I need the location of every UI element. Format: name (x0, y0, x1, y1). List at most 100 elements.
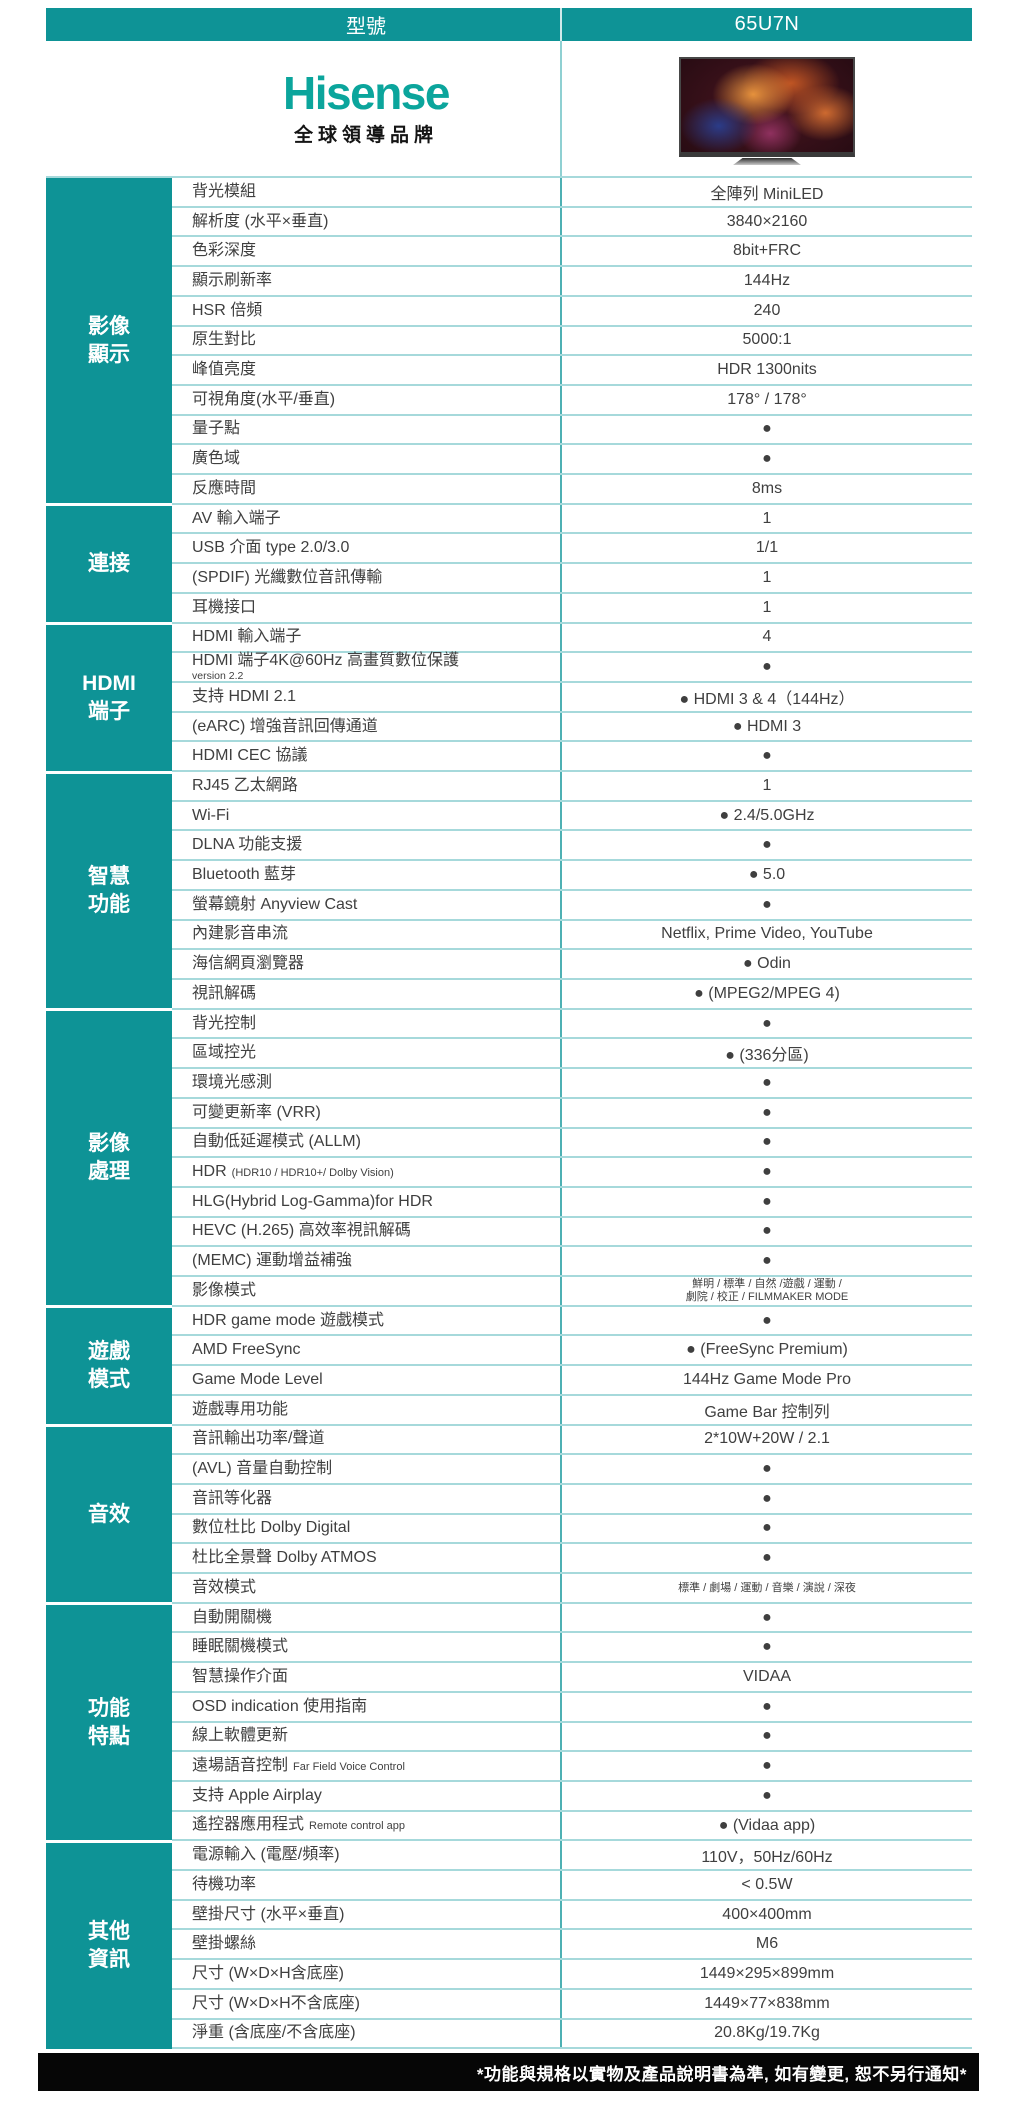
section-category-line: 其他 (88, 1920, 130, 1944)
spec-value: ● (562, 1633, 972, 1661)
spec-value-text: 400×400mm (722, 1905, 812, 1923)
spec-value: 400×400mm (562, 1901, 972, 1929)
spec-label: 原生對比 (172, 326, 562, 355)
spec-value: ● (562, 445, 972, 473)
spec-value-text: ● (762, 1638, 772, 1656)
spec-value: ● (562, 1782, 972, 1810)
spec-label-text: 音訊輸出功率/聲道 (192, 1430, 325, 1448)
spec-value-text: ● (762, 1222, 772, 1240)
spec-label-text: 遊戲專用功能 (192, 1400, 289, 1418)
spec-label: 音訊等化器 (172, 1484, 562, 1513)
spec-label-text: 反應時間 (192, 479, 257, 497)
spec-row: 螢幕鏡射 Anyview Cast ● (172, 890, 972, 921)
spec-label-line: 廣色域 (192, 451, 560, 467)
spec-value: 1 (562, 594, 972, 622)
spec-label-line: HDMI 端子4K@60Hz 高畫質數位保護 (192, 653, 560, 669)
spec-value-text: 1 (762, 509, 772, 527)
spec-value: ● (562, 742, 972, 770)
spec-row: 解析度 (水平×垂直) 3840×2160 (172, 207, 972, 238)
spec-label-line: DLNA 功能支援 (192, 837, 560, 853)
spec-label-line: (SPDIF) 光纖數位音訊傳輸 (192, 568, 560, 586)
spec-label-line: 支持 HDMI 2.1 (192, 688, 560, 705)
spec-label-text: 壁掛螺絲 (192, 1935, 257, 1953)
spec-label-line: 可視角度(水平/垂直) (192, 391, 560, 408)
section-category-line: 影像 (88, 314, 130, 338)
spec-label-text: Game Mode Level (192, 1370, 323, 1388)
spec-label-line: 尺寸 (W×D×H不含底座) (192, 1995, 560, 2012)
spec-label: 遙控器應用程式 Remote control app (172, 1811, 562, 1840)
spec-label-line: Wi-Fi (192, 807, 560, 824)
spec-row: 原生對比 5000:1 (172, 326, 972, 357)
spec-value: 144Hz Game Mode Pro (562, 1366, 972, 1394)
spec-label: 壁掛螺絲 (172, 1930, 562, 1959)
spec-value-text: ● (762, 1014, 772, 1032)
spec-label-line: 原生對比 (192, 332, 560, 348)
spec-row: 待機功率 < 0.5W (172, 1871, 972, 1901)
spec-label-line: (eARC) 增強音訊回傳通道 (192, 718, 560, 735)
spec-value-text: 標準 / 劇場 / 運動 / 音樂 / 演說 / 深夜 (678, 1581, 856, 1594)
spec-label-text: 電源輸入 (電壓/頻率) (192, 1846, 340, 1864)
spec-row: 遙控器應用程式 Remote control app ● (Vidaa app) (172, 1811, 972, 1842)
spec-label: DLNA 功能支援 (172, 831, 562, 860)
spec-label: 影像模式 (172, 1277, 562, 1305)
spec-value-text: ● (762, 1519, 772, 1537)
spec-label: 智慧操作介面 (172, 1663, 562, 1691)
spec-row: 電源輸入 (電壓/頻率) 110V，50Hz/60Hz (172, 1841, 972, 1872)
spec-label: 淨重 (含底座/不含底座) (172, 2019, 562, 2048)
spec-label: HLG(Hybrid Log-Gamma)for HDR (172, 1187, 562, 1216)
spec-label-text: 色彩深度 (192, 242, 257, 260)
spec-value-text: ● HDMI 3 & 4（144Hz） (679, 690, 855, 708)
spec-value-text: Netflix, Prime Video, YouTube (661, 925, 873, 943)
spec-label-small: (HDR10 / HDR10+/ Dolby Vision) (231, 1166, 394, 1179)
spec-value: ● (562, 1218, 972, 1246)
spec-row: 音訊等化器 ● (172, 1484, 972, 1515)
spec-label-text: (AVL) 音量自動控制 (192, 1460, 333, 1478)
spec-row: 可視角度(水平/垂直) 178° / 178° (172, 385, 972, 416)
spec-label: HDMI CEC 協議 (172, 742, 562, 771)
spec-row: HSR 倍頻 240 (172, 296, 972, 327)
spec-label-text: 區域控光 (192, 1044, 257, 1062)
spec-label-line: OSD indication 使用指南 (192, 1698, 560, 1715)
spec-value: ● (562, 653, 972, 681)
spec-value-text: ● (762, 1697, 772, 1715)
spec-label-text: 音效模式 (192, 1578, 257, 1596)
spec-label-text: RJ45 乙太網路 (192, 776, 298, 794)
spec-value: ● (562, 1515, 972, 1543)
spec-value-text: 8bit+FRC (732, 242, 802, 260)
spec-value: 3840×2160 (562, 208, 972, 236)
spec-value-text: ● (762, 1103, 772, 1121)
spec-row: 智慧操作介面 VIDAA (172, 1663, 972, 1693)
spec-label: 自動開關機 (172, 1603, 562, 1632)
spec-row: 影像模式 鮮明 / 標準 / 自然 /遊戲 / 運動 / 劇院 / 校正 / FIL… (172, 1277, 972, 1307)
spec-label-line: Game Mode Level (192, 1370, 560, 1388)
spec-label-text: 背光模組 (192, 182, 257, 200)
spec-row: HDMI 輸入端子 4 (172, 623, 972, 654)
spec-label-line: 顯示刷新率 (192, 272, 560, 289)
spec-value-text: ● 5.0 (748, 866, 786, 884)
spec-label-line: RJ45 乙太網路 (192, 776, 560, 794)
spec-label-line: 反應時間 (192, 479, 560, 497)
spec-label: HDMI 端子4K@60Hz 高畫質數位保護 version 2.2 (172, 653, 562, 681)
spec-label-text: (SPDIF) 光纖數位音訊傳輸 (192, 568, 383, 586)
spec-value: VIDAA (562, 1663, 972, 1691)
spec-label-line: 環境光感測 (192, 1074, 560, 1091)
section-rows: HDMI 輸入端子 4 HDMI 端子4K@60Hz 高畫質數位保護 version … (172, 623, 972, 773)
spec-label-sub: version 2.2 (192, 670, 244, 683)
spec-value: ● (562, 1247, 972, 1275)
spec-row: 自動低延遲模式 (ALLM) ● (172, 1128, 972, 1159)
spec-label-text: HDMI CEC 協議 (192, 747, 308, 765)
spec-row: USB 介面 type 2.0/3.0 1/1 (172, 534, 972, 565)
spec-label: Game Mode Level (172, 1366, 562, 1394)
spec-row: Wi-Fi ● 2.4/5.0GHz (172, 801, 972, 832)
spec-label-text: 睡眠關機模式 (192, 1638, 289, 1656)
spec-value-text: ● (762, 1073, 772, 1091)
spec-label-line: HDMI 輸入端子 (192, 629, 560, 645)
section-rows: 背光模組 全陣列 MiniLED 解析度 (水平×垂直) 3840×2160 色彩深度 8… (172, 178, 972, 505)
spec-row: 自動開關機 ● (172, 1603, 972, 1634)
spec-label: 螢幕鏡射 Anyview Cast (172, 890, 562, 919)
spec-value-text: ● (762, 1786, 772, 1804)
spec-value-text: 178° / 178° (727, 390, 807, 408)
section-category-line: HDMI (82, 671, 136, 695)
spec-value-text: 1 (762, 568, 772, 586)
spec-value: ● (562, 1099, 972, 1127)
